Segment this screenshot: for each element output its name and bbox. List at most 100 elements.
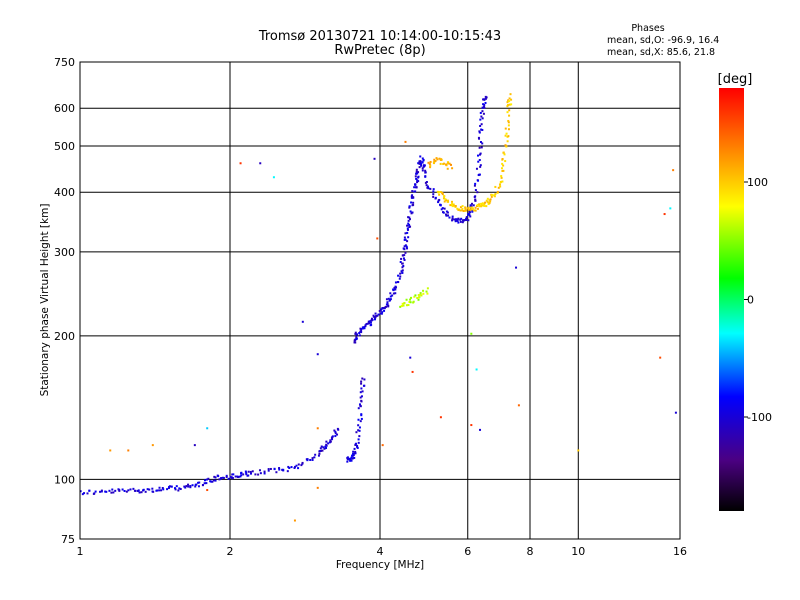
data-point <box>432 190 435 193</box>
data-point <box>507 119 510 122</box>
data-point <box>439 203 442 206</box>
data-point <box>421 169 424 172</box>
data-point <box>434 197 437 200</box>
data-point <box>486 200 489 203</box>
data-point <box>412 300 415 303</box>
data-point <box>432 188 435 191</box>
data-point <box>148 488 151 491</box>
data-point <box>506 140 509 143</box>
data-point <box>461 221 464 224</box>
data-point <box>293 519 296 522</box>
data-point <box>497 186 500 189</box>
data-point <box>400 305 403 308</box>
data-point <box>482 112 485 115</box>
data-point <box>407 236 410 239</box>
data-point <box>442 197 445 200</box>
data-point <box>371 318 374 321</box>
data-point <box>470 332 473 335</box>
data-point <box>391 294 394 297</box>
data-point <box>477 160 480 163</box>
data-point <box>360 417 363 420</box>
data-point <box>244 470 247 473</box>
data-point <box>330 437 333 440</box>
data-point <box>79 490 82 493</box>
data-point <box>325 443 328 446</box>
data-point <box>418 161 421 164</box>
data-point <box>405 298 408 301</box>
data-point <box>197 481 200 484</box>
data-point <box>470 202 473 205</box>
data-point <box>470 205 473 208</box>
data-point <box>237 475 240 478</box>
data-point <box>489 200 492 203</box>
data-point <box>353 456 356 459</box>
data-point <box>386 303 389 306</box>
data-point <box>329 439 332 442</box>
data-point <box>414 190 417 193</box>
data-point <box>489 198 492 201</box>
data-point <box>400 257 403 260</box>
data-point <box>427 161 430 164</box>
data-point <box>231 477 234 480</box>
x-axis-label: Frequency [MHz] <box>336 559 424 571</box>
data-point <box>334 432 337 435</box>
data-point <box>358 334 361 337</box>
colorbar <box>719 88 744 511</box>
data-point <box>357 441 360 444</box>
data-point <box>482 105 485 108</box>
data-point <box>295 464 298 467</box>
data-point <box>483 103 486 106</box>
data-point <box>480 202 483 205</box>
data-point <box>429 187 432 190</box>
data-point <box>205 478 208 481</box>
data-point <box>81 493 84 496</box>
data-point <box>451 205 454 208</box>
data-point <box>86 492 89 495</box>
data-point <box>360 380 363 383</box>
data-point <box>502 151 505 154</box>
data-point <box>301 320 304 323</box>
data-point <box>448 216 451 219</box>
data-point <box>142 488 145 491</box>
data-point <box>112 491 115 494</box>
data-point <box>425 181 428 184</box>
data-point <box>259 162 262 165</box>
data-point <box>402 257 405 260</box>
data-point <box>369 321 372 324</box>
y-tick-label: 600 <box>54 102 75 115</box>
data-point <box>456 219 459 222</box>
data-point <box>225 474 228 477</box>
data-point <box>337 428 340 431</box>
data-point <box>294 465 297 468</box>
plot-frame <box>79 61 681 540</box>
data-point <box>100 490 103 493</box>
data-point <box>272 176 275 179</box>
data-point <box>210 480 213 483</box>
data-point <box>507 104 510 107</box>
data-point <box>505 132 508 135</box>
data-point <box>214 479 217 482</box>
data-point <box>479 428 482 431</box>
data-point <box>357 438 360 441</box>
data-point <box>459 209 462 212</box>
data-point <box>426 185 429 188</box>
data-point <box>422 159 425 162</box>
data-point <box>389 295 392 298</box>
data-point <box>457 221 460 224</box>
data-point <box>297 463 300 466</box>
data-point <box>465 209 468 212</box>
data-point <box>457 209 460 212</box>
x-tick-label: 6 <box>464 545 471 558</box>
data-point <box>348 457 351 460</box>
data-point <box>363 384 366 387</box>
data-point <box>354 331 357 334</box>
data-point <box>476 203 479 206</box>
data-point <box>402 304 405 307</box>
data-point <box>258 469 261 472</box>
data-point <box>401 271 404 274</box>
data-point <box>108 489 111 492</box>
data-point <box>504 144 507 147</box>
data-point <box>508 100 511 103</box>
data-point <box>450 204 453 207</box>
data-point <box>354 443 357 446</box>
